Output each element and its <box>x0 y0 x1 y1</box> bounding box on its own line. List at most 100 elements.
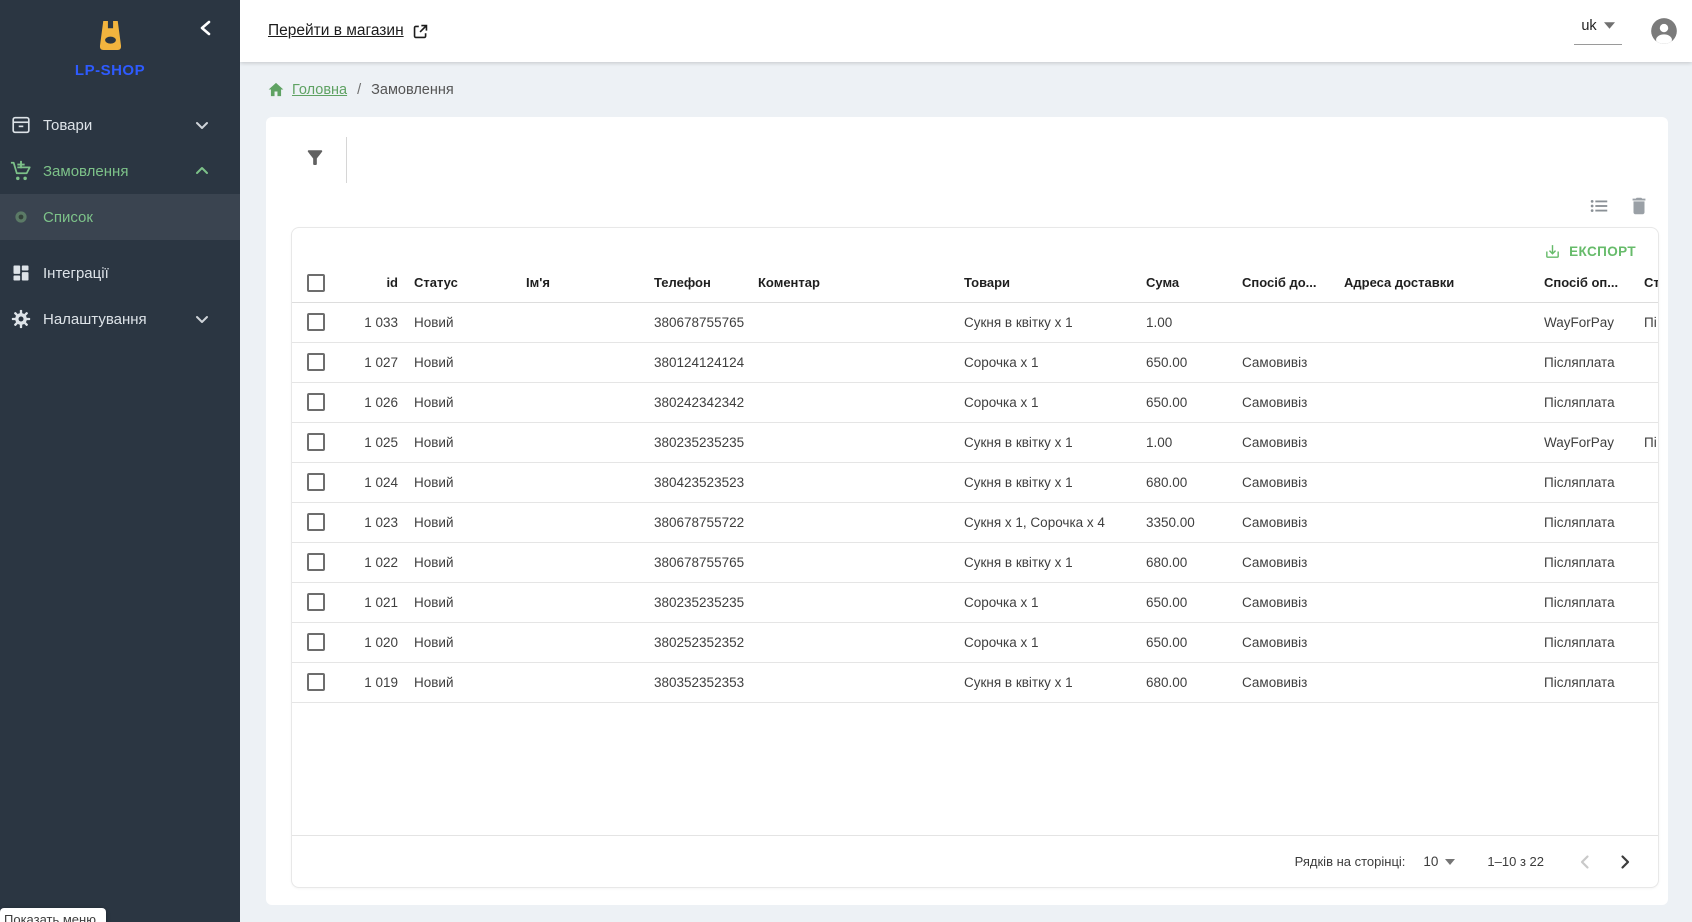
row-checkbox-cell <box>292 502 340 543</box>
cell-sum: 650.00 <box>1144 342 1240 383</box>
table-row[interactable]: 1 019 Новий 380352352353 Сукня в квітку х 1… <box>292 662 1658 703</box>
row-checkbox[interactable] <box>307 473 325 491</box>
table-row[interactable]: 1 022 Новий 380678755765 Сукня в квітку х 1… <box>292 542 1658 583</box>
column-header-id[interactable]: id <box>340 264 412 303</box>
cell-name <box>524 502 652 543</box>
sidebar-item-orders-list[interactable]: Список <box>0 194 240 240</box>
sidebar-item-label: Товари <box>43 116 93 134</box>
row-checkbox-cell <box>292 342 340 383</box>
cell-payment: Післяплата <box>1542 662 1642 703</box>
cell-address <box>1342 662 1542 703</box>
row-checkbox[interactable] <box>307 393 325 411</box>
row-checkbox[interactable] <box>307 673 325 691</box>
row-checkbox-cell <box>292 462 340 503</box>
cell-delivery: Самовивіз <box>1240 662 1342 703</box>
caret-down-icon <box>1603 22 1615 29</box>
column-header-comment[interactable]: Коментар <box>756 264 962 303</box>
table-row[interactable]: 1 026 Новий 380242342342 Сорочка х 1 650.00 С… <box>292 382 1658 423</box>
rows-per-page-select[interactable]: 10 <box>1423 854 1456 869</box>
column-header-payment[interactable]: Спосіб оп... <box>1542 264 1642 303</box>
language-select[interactable]: uk <box>1574 18 1622 45</box>
cell-delivery <box>1240 302 1342 343</box>
table-row[interactable]: 1 025 Новий 380235235235 Сукня в квітку х 1… <box>292 422 1658 463</box>
column-header-address[interactable]: Адреса доставки <box>1342 264 1542 303</box>
row-checkbox[interactable] <box>307 553 325 571</box>
table-row[interactable]: 1 027 Новий 380124124124 Сорочка х 1 650.00 С… <box>292 342 1658 383</box>
previous-page-button[interactable] <box>1572 849 1598 875</box>
pagination-range: 1–10 з 22 <box>1487 854 1544 869</box>
row-checkbox[interactable] <box>307 313 325 331</box>
cell-phone: 380678755765 <box>652 302 756 343</box>
cell-products: Сукня в квітку х 1 <box>962 462 1144 503</box>
row-checkbox[interactable] <box>307 433 325 451</box>
cell-name <box>524 422 652 463</box>
cell-sum: 650.00 <box>1144 622 1240 663</box>
row-checkbox[interactable] <box>307 353 325 371</box>
cell-address <box>1342 422 1542 463</box>
cell-products: Сукня в квітку х 1 <box>962 422 1144 463</box>
cell-payment_status: Пі <box>1642 422 1658 463</box>
cell-id: 1 022 <box>340 542 412 583</box>
user-menu-button[interactable] <box>1650 17 1678 45</box>
table-row[interactable]: 1 033 Новий 380678755765 Сукня в квітку х 1… <box>292 302 1658 343</box>
go-to-store-link[interactable]: Перейти в магазин <box>268 22 429 40</box>
column-header-payment_status[interactable]: Ст <box>1642 264 1658 303</box>
sidebar-item-integrations[interactable]: Інтеграції <box>0 250 240 296</box>
logo[interactable]: LP-SHOP <box>35 20 185 79</box>
cell-address <box>1342 302 1542 343</box>
cell-payment_status <box>1642 622 1658 663</box>
trash-icon <box>1632 197 1646 215</box>
cell-comment <box>756 582 962 623</box>
cell-address <box>1342 342 1542 383</box>
column-header-products[interactable]: Товари <box>962 264 1144 303</box>
column-header-sum[interactable]: Сума <box>1144 264 1240 303</box>
select-columns-button[interactable] <box>1588 195 1610 217</box>
select-underline <box>1574 43 1622 45</box>
cell-comment <box>756 462 962 503</box>
column-header-phone[interactable]: Телефон <box>652 264 756 303</box>
cell-name <box>524 382 652 423</box>
delete-button[interactable] <box>1628 195 1650 217</box>
cell-name <box>524 302 652 343</box>
cell-address <box>1342 622 1542 663</box>
sidebar-item-settings[interactable]: Налаштування <box>0 296 240 342</box>
collapse-sidebar-button[interactable] <box>196 18 216 38</box>
cart-plus-icon <box>8 160 34 182</box>
row-checkbox[interactable] <box>307 593 325 611</box>
breadcrumb-home-link[interactable]: Головна <box>292 81 348 98</box>
table-row[interactable]: 1 024 Новий 380423523523 Сукня в квітку х 1… <box>292 462 1658 503</box>
cell-id: 1 025 <box>340 422 412 463</box>
table-row[interactable]: 1 023 Новий 380678755722 Сукня х 1, Сорочка… <box>292 502 1658 543</box>
cell-status: Новий <box>412 582 524 623</box>
cell-delivery: Самовивіз <box>1240 422 1342 463</box>
column-header-status[interactable]: Статус <box>412 264 524 303</box>
table-row[interactable]: 1 020 Новий 380252352352 Сорочка х 1 650.00 С… <box>292 622 1658 663</box>
sidebar-item-label: Налаштування <box>43 310 147 328</box>
next-page-button[interactable] <box>1612 849 1638 875</box>
filter-button[interactable] <box>304 147 326 169</box>
cell-status: Новий <box>412 302 524 343</box>
select-all-checkbox[interactable] <box>307 273 325 292</box>
cell-comment <box>756 662 962 703</box>
logo-text: LP-SHOP <box>74 62 146 79</box>
cell-payment: Післяплата <box>1542 342 1642 383</box>
home-icon <box>268 82 284 97</box>
sidebar-item-orders[interactable]: Замовлення <box>0 148 240 194</box>
orders-table: id Статус Ім'я Телефон Коментар Товари Сума Спо… <box>292 264 1658 703</box>
export-label: ЕКСПОРТ <box>1569 243 1636 259</box>
column-header-name[interactable]: Ім'я <box>524 264 652 303</box>
column-header-delivery[interactable]: Спосіб до... <box>1240 264 1342 303</box>
filter-input-divider <box>346 137 347 183</box>
cell-delivery: Самовивіз <box>1240 542 1342 583</box>
row-checkbox[interactable] <box>307 513 325 531</box>
external-link-icon <box>413 24 427 38</box>
pagination: Рядків на сторінці: 10 1–10 з 22 <box>292 835 1658 887</box>
export-button[interactable]: ЕКСПОРТ <box>1536 239 1644 264</box>
cell-comment <box>756 422 962 463</box>
rows-per-page-value: 10 <box>1423 854 1439 869</box>
table-row[interactable]: 1 021 Новий 380235235235 Сорочка х 1 650.00 С… <box>292 582 1658 623</box>
row-checkbox[interactable] <box>307 633 325 651</box>
sidebar-item-products[interactable]: Товари <box>0 102 240 148</box>
sidebar-item-label: Список <box>43 208 93 226</box>
list-actions <box>1588 195 1650 217</box>
